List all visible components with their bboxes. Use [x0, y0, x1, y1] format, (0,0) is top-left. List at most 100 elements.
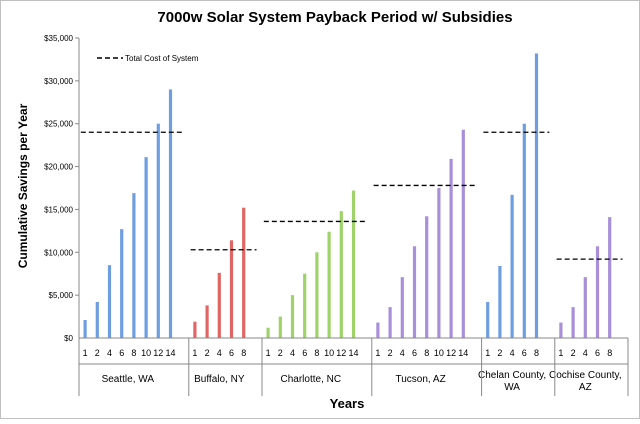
year-tick-label: 6	[522, 348, 527, 358]
year-tick-label: 14	[165, 348, 175, 358]
bar	[217, 272, 221, 338]
y-tick-label: $10,000	[44, 248, 73, 257]
bar	[205, 305, 209, 338]
bar	[351, 190, 356, 338]
location-label: Tucson, AZ	[395, 374, 445, 385]
year-tick-label: 8	[534, 348, 539, 358]
y-tick-label: $5,000	[49, 291, 74, 300]
bar	[144, 157, 148, 338]
bar	[571, 307, 575, 338]
bar	[303, 273, 307, 338]
location-label: WA	[504, 382, 520, 393]
bar	[522, 123, 526, 338]
year-tick-label: 8	[424, 348, 429, 358]
bar	[534, 53, 539, 339]
year-tick-label: 8	[131, 348, 136, 358]
bar	[425, 216, 429, 338]
year-tick-label: 12	[446, 348, 456, 358]
year-tick-label: 1	[192, 348, 197, 358]
year-tick-label: 8	[607, 348, 612, 358]
bar	[583, 277, 587, 338]
legend-label: Total Cost of System	[125, 54, 199, 63]
bar	[120, 229, 124, 338]
location-label: Buffalo, NY	[194, 374, 245, 385]
year-tick-label: 4	[400, 348, 405, 358]
year-tick-label: 2	[388, 348, 393, 358]
year-tick-label: 4	[510, 348, 515, 358]
location-label: Seattle, WA	[102, 374, 155, 385]
year-tick-label: 1	[558, 348, 563, 358]
bar	[290, 295, 295, 338]
bar	[278, 316, 282, 338]
year-tick-label: 2	[571, 348, 576, 358]
bar	[559, 322, 563, 338]
year-tick-label: 4	[107, 348, 112, 358]
bar	[437, 188, 441, 338]
year-tick-label: 8	[241, 348, 246, 358]
y-tick-label: $0	[64, 334, 73, 343]
bar	[327, 231, 331, 338]
year-tick-label: 14	[348, 348, 358, 358]
bar	[95, 302, 99, 338]
bar	[498, 266, 502, 338]
bar	[510, 194, 514, 338]
year-tick-label: 1	[485, 348, 490, 358]
chart-title: 7000w Solar System Payback Period w/ Sub…	[157, 9, 512, 26]
bar	[486, 302, 490, 338]
year-tick-label: 12	[153, 348, 163, 358]
year-tick-label: 2	[95, 348, 100, 358]
year-tick-label: 10	[324, 348, 334, 358]
location-label: Charlotte, NC	[281, 374, 342, 385]
year-tick-label: 4	[290, 348, 295, 358]
bar	[412, 246, 417, 338]
y-tick-label: $25,000	[44, 120, 73, 129]
year-tick-label: 6	[229, 348, 234, 358]
bar	[132, 193, 136, 338]
bar	[461, 129, 465, 338]
year-tick-label: 1	[83, 348, 88, 358]
bar	[156, 123, 160, 338]
y-tick-label: $30,000	[44, 77, 73, 86]
bar	[266, 327, 270, 338]
year-tick-label: 6	[595, 348, 600, 358]
year-tick-label: 10	[434, 348, 444, 358]
year-tick-label: 6	[412, 348, 417, 358]
y-tick-label: $20,000	[44, 163, 73, 172]
x-axis-label: Years	[330, 396, 365, 411]
bar	[608, 217, 612, 338]
location-label: Cochise County,	[549, 370, 622, 381]
bar	[193, 321, 197, 338]
bar	[168, 89, 173, 338]
year-tick-label: 14	[458, 348, 468, 358]
y-tick-label: $15,000	[44, 205, 73, 214]
bar	[339, 211, 343, 338]
year-tick-label: 8	[314, 348, 319, 358]
y-tick-label: $35,000	[44, 34, 73, 43]
bar	[242, 207, 246, 338]
year-tick-label: 1	[266, 348, 271, 358]
year-tick-label: 2	[497, 348, 502, 358]
year-tick-label: 2	[205, 348, 210, 358]
bar	[595, 246, 600, 338]
bar	[229, 240, 234, 338]
bar	[83, 320, 87, 338]
location-label: AZ	[579, 382, 592, 393]
bar	[449, 158, 453, 338]
bar	[376, 322, 380, 338]
year-tick-label: 2	[278, 348, 283, 358]
bar	[388, 307, 392, 338]
year-tick-label: 4	[583, 348, 588, 358]
bar	[315, 252, 319, 338]
location-label: Chelan County,	[478, 370, 546, 381]
year-tick-label: 1	[375, 348, 380, 358]
bar	[400, 277, 404, 338]
bar	[107, 265, 112, 338]
year-tick-label: 10	[141, 348, 151, 358]
year-tick-label: 6	[119, 348, 124, 358]
year-tick-label: 6	[302, 348, 307, 358]
year-tick-label: 12	[336, 348, 346, 358]
y-axis-label: Cumulative Savings per Year	[16, 103, 30, 268]
